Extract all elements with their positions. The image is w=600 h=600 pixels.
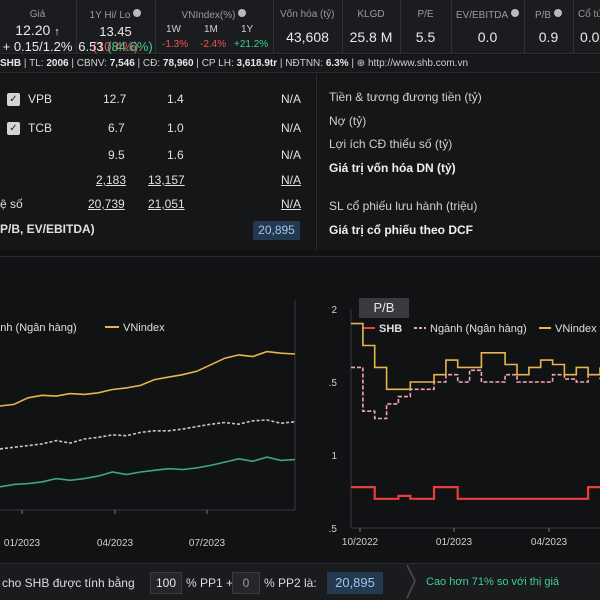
list-item: SL cổ phiếu lưu hành (triệu) xyxy=(329,199,478,213)
year-low: 6.53 xyxy=(78,39,104,54)
x-tick-label: 04/2023 xyxy=(531,537,568,548)
tab-1w[interactable]: 1W xyxy=(166,24,181,35)
info-icon[interactable] xyxy=(238,9,247,17)
arrow-up-icon: ↑ xyxy=(54,26,60,38)
valuation-inputs-panel: Tiền & tương đương tiền (tỷ) Nợ (tỷ) Lợi… xyxy=(316,74,600,250)
comparison-note: Cao hơn 71% so với thị giá xyxy=(426,576,560,588)
year-low-pct: (84.6%) xyxy=(107,39,153,54)
price-value: 12.20 xyxy=(15,22,51,38)
market-cap-cell: Vốn hóa (tỷ) 43,608 xyxy=(273,0,341,54)
price-cell: Giá 12.20 ↑ + 0.15/1.2% xyxy=(0,0,75,54)
price-comparison-chart: gành (Ngân hàng) VNindex 01/2023 04/2023 07/… xyxy=(0,300,296,549)
legend-label: VNindex xyxy=(123,322,165,334)
website-link[interactable]: http://www.shb.com.vn xyxy=(367,58,469,69)
list-item: Lợi ích CĐ thiểu số (tỷ) xyxy=(329,137,453,151)
x-tick-label: 07/2023 xyxy=(189,538,226,549)
series-line-gành (Ngân hàng) xyxy=(0,419,296,450)
list-item: Giá trị cổ phiếu theo DCF xyxy=(329,223,474,237)
ev-cell: EV/EBITDA 0.0 xyxy=(451,0,523,54)
legend-label: Ngành (Ngân hàng) xyxy=(430,323,527,335)
year-high-pct: (10.4%) xyxy=(92,39,139,54)
legend-label: VNindex xyxy=(555,323,597,335)
price-label: Giá xyxy=(29,9,46,20)
hi-lo-cell: 1Y Hi/ Lo 13.45 (10.4%) 6.53 (84.6%) xyxy=(76,0,154,54)
pp1-input[interactable]: 100 xyxy=(150,572,182,594)
series-line-vnindex xyxy=(351,322,600,391)
series-line-ngnhngnhng xyxy=(351,366,600,420)
list-item: Tiền & tương đương tiền (tỷ) xyxy=(329,90,482,104)
table-row: ✓ TCB 6.7 1.0 N/A xyxy=(0,117,310,139)
series-line-shb xyxy=(351,486,600,500)
ticker: SHB xyxy=(0,58,22,69)
info-icon[interactable] xyxy=(133,9,142,17)
dividend-cell: Cổ tứ 0.0 xyxy=(573,0,600,54)
table-row: ệ số 20,739 21,051 N/A xyxy=(0,197,302,211)
price-change: + 0.15/1.2% xyxy=(2,39,73,54)
list-item: Giá trị vốn hóa DN (tỷ) xyxy=(329,161,456,175)
chevron-right-icon xyxy=(406,564,416,599)
legend-label: SHB xyxy=(379,323,402,335)
tab-1y[interactable]: 1Y xyxy=(241,24,254,35)
market-cap-value: 43,608 xyxy=(286,29,329,45)
year-high: 13.45 xyxy=(99,24,132,39)
ev-label: EV/EBITDA xyxy=(455,10,509,21)
ev-value: 0.0 xyxy=(477,29,498,45)
y-tick-label: 1.5 xyxy=(329,378,337,389)
pb-value: 0.9 xyxy=(538,29,559,45)
company-info-line: SHB | TL: 2006 | CBNV: 7,546 | CĐ: 78,96… xyxy=(0,55,600,73)
pb-cell: P/B 0.9 xyxy=(524,0,572,54)
x-tick-label: 04/2023 xyxy=(97,538,134,549)
vnindex-cell: VNIndex(%) 1W 1M 1Y -1.3% -2.4% +21.2% xyxy=(155,0,272,54)
y-tick-label: 2 xyxy=(331,305,337,316)
legend-label: gành (Ngân hàng) xyxy=(0,322,77,334)
info-icon[interactable] xyxy=(511,9,520,17)
table-row: 9.5 1.6 N/A xyxy=(108,148,302,162)
market-cap-label: Vốn hóa (tỷ) xyxy=(280,9,335,20)
pp2-input[interactable]: 0 xyxy=(232,572,260,594)
x-tick-label: 10/2022 xyxy=(342,537,379,548)
vn-1w-value: -1.3% xyxy=(162,39,189,50)
klgd-label: KLGD xyxy=(357,9,385,20)
pb-chart: 2 1.5 1 0.5 SHB Ngành (Ngân hàng) VNindex 10/20… xyxy=(329,305,600,548)
dcf-summary-bar: cho SHB được tính bằng 100 % PP1 + 0 % P… xyxy=(0,563,600,600)
dividend-value: 0.0 xyxy=(580,29,600,45)
x-tick-label: 01/2023 xyxy=(4,538,41,549)
series-line-extra xyxy=(0,456,296,488)
checkbox[interactable]: ✓ xyxy=(7,122,20,135)
summary-text: cho SHB được tính bằng xyxy=(2,576,135,590)
vn-1m-value: -2.4% xyxy=(200,39,227,50)
info-icon[interactable] xyxy=(554,9,563,17)
tab-1m[interactable]: 1M xyxy=(204,24,218,35)
stats-bar: Giá 12.20 ↑ + 0.15/1.2% 1Y Hi/ Lo 13.45 … xyxy=(0,0,600,54)
x-tick-label: 01/2023 xyxy=(436,537,473,548)
dcf-result: 20,895 xyxy=(327,572,383,594)
vnindex-label: VNIndex(%) xyxy=(181,10,236,21)
pb-label: P/B xyxy=(534,10,552,21)
pe-label: P/E xyxy=(417,9,434,20)
table-row: ✓ VPB 12.7 1.4 N/A xyxy=(0,88,310,110)
pe-value: 5.5 xyxy=(415,29,436,45)
pe-cell: P/E 5.5 xyxy=(400,0,450,54)
y-tick-label: 0.5 xyxy=(329,524,337,535)
y-tick-label: 1 xyxy=(331,451,337,462)
peer-comparison-table: ✓ VPB 12.7 1.4 N/A ✓ TCB 6.7 1.0 N/A 9.5… xyxy=(0,74,315,250)
klgd-value: 25.8 M xyxy=(349,29,393,45)
average-value-badge: 20,895 xyxy=(253,221,300,240)
klgd-cell: KLGD 25.8 M xyxy=(342,0,399,54)
series-line-VNindex xyxy=(0,350,296,407)
checkbox[interactable]: ✓ xyxy=(7,93,20,106)
table-row: 2,183 13,157 N/A xyxy=(96,173,302,187)
globe-icon: ⊕ xyxy=(356,58,366,69)
vn-1y-value: +21.2% xyxy=(234,39,269,50)
list-item: Nợ (tỷ) xyxy=(329,114,367,128)
hi-lo-label: 1Y Hi/ Lo xyxy=(89,10,131,21)
dividend-label: Cổ tứ xyxy=(578,9,600,20)
pb-chart-title: P/B xyxy=(359,298,409,318)
table-footer: P/B, EV/EBITDA) xyxy=(0,222,95,236)
divider xyxy=(0,256,600,257)
